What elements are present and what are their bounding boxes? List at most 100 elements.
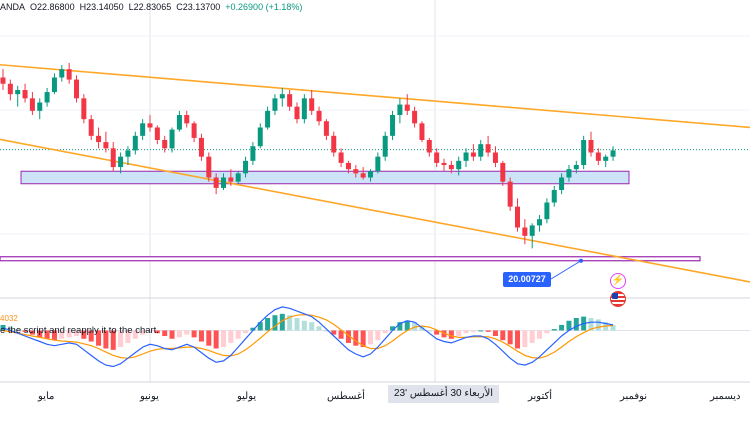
macd-histogram-bar bbox=[353, 330, 359, 346]
candle-body bbox=[29, 98, 35, 111]
x-label-october: أكتوبر bbox=[528, 391, 553, 402]
candle-body bbox=[7, 83, 13, 95]
candle-body bbox=[250, 146, 256, 161]
macd-histogram-bar bbox=[515, 330, 520, 349]
macd-histogram-bar bbox=[448, 330, 454, 339]
macd-histogram-bar bbox=[529, 330, 535, 343]
candle-body bbox=[198, 137, 204, 157]
candle-body bbox=[118, 156, 124, 168]
candle-body bbox=[81, 98, 87, 120]
macd-histogram-bar bbox=[228, 330, 234, 343]
x-label-august: أغسطس bbox=[327, 391, 365, 402]
macd-histogram-bar bbox=[544, 330, 550, 334]
candle-body bbox=[125, 150, 131, 157]
macd-signal-line bbox=[2, 314, 614, 359]
macd-histogram-bar bbox=[537, 330, 543, 339]
candle-body bbox=[390, 115, 396, 136]
x-label-june: يونيو bbox=[140, 391, 159, 402]
macd-histogram-bar bbox=[338, 330, 344, 339]
candle-body bbox=[581, 140, 587, 165]
candle-body bbox=[419, 123, 425, 140]
candle-body bbox=[338, 152, 344, 163]
candle-body bbox=[507, 181, 513, 207]
macd-histogram-bar bbox=[110, 330, 116, 350]
macd-histogram-bar bbox=[213, 330, 219, 349]
candle-body bbox=[603, 156, 609, 161]
candle-body bbox=[463, 152, 469, 161]
x-label-may: مايو bbox=[38, 391, 55, 402]
macd-histogram-bar bbox=[169, 330, 175, 339]
macd-histogram-bar bbox=[331, 330, 337, 335]
macd-histogram-bar bbox=[51, 330, 57, 341]
macd-histogram-bar bbox=[279, 313, 285, 331]
macd-histogram-bar bbox=[368, 330, 373, 345]
candle-body bbox=[485, 144, 491, 153]
macd-histogram-bar bbox=[7, 326, 13, 331]
candle-body bbox=[103, 142, 109, 149]
candle-body bbox=[257, 127, 263, 147]
macd-histogram-bar bbox=[132, 330, 138, 339]
macd-histogram-bar bbox=[198, 330, 204, 342]
candle-body bbox=[500, 162, 506, 182]
candle-body bbox=[213, 177, 219, 188]
macd-histogram-bar bbox=[309, 322, 315, 331]
macd-histogram-bar bbox=[507, 330, 513, 345]
candle-body bbox=[154, 127, 160, 140]
ohlc-header: ANDA O22.86800 H23.14050 L22.83065 C23.1… bbox=[0, 2, 302, 12]
candle-body bbox=[272, 98, 278, 111]
macd-histogram-bar bbox=[22, 330, 28, 332]
candle-body bbox=[206, 156, 212, 178]
macd-histogram-bar bbox=[456, 330, 462, 336]
candle-body bbox=[132, 135, 138, 151]
candle-body bbox=[88, 119, 94, 136]
macd-histogram-bar bbox=[37, 330, 43, 338]
candle-body bbox=[74, 79, 79, 99]
macd-histogram-bar bbox=[243, 330, 249, 334]
candle-body bbox=[162, 140, 168, 149]
macd-histogram-bar bbox=[397, 322, 403, 331]
candle-body bbox=[588, 140, 594, 153]
candle-body bbox=[426, 140, 432, 153]
price-badge-connector bbox=[550, 260, 582, 280]
us-flag-icon[interactable] bbox=[610, 291, 626, 307]
crosshair-date-label: الأربعاء 30 أغسطس '23 bbox=[388, 385, 500, 403]
macd-histogram-bar bbox=[265, 318, 271, 331]
ohlc-close: C23.13700 bbox=[176, 2, 221, 12]
candle-body bbox=[22, 90, 28, 99]
candle-body bbox=[404, 104, 410, 111]
macd-histogram-bar bbox=[595, 319, 601, 331]
indicator-tag: 4032 bbox=[0, 314, 18, 323]
candle-body bbox=[44, 92, 50, 103]
candle-body bbox=[0, 77, 6, 84]
candle-body bbox=[191, 123, 197, 138]
macd-histogram-bar bbox=[412, 322, 418, 331]
macd-histogram-bar bbox=[470, 330, 476, 332]
candle-body bbox=[110, 148, 116, 168]
macd-histogram-bar bbox=[96, 330, 102, 346]
candle-body bbox=[169, 129, 175, 149]
candle-body bbox=[265, 110, 271, 128]
macd-histogram-bar bbox=[118, 330, 124, 348]
candle-body bbox=[316, 110, 322, 122]
macd-line bbox=[2, 306, 614, 368]
candle-body bbox=[323, 121, 329, 136]
macd-histogram-bar bbox=[257, 322, 263, 331]
candle-body bbox=[279, 94, 285, 99]
candle-body bbox=[294, 106, 300, 120]
macd-histogram-bar bbox=[287, 315, 293, 331]
candle-body bbox=[382, 135, 388, 157]
macd-histogram-bar bbox=[154, 330, 160, 334]
macd-histogram-bar bbox=[103, 330, 109, 349]
candle-body bbox=[559, 177, 565, 190]
channel-lower-line bbox=[0, 138, 750, 283]
candle-body bbox=[522, 227, 528, 236]
candle-body bbox=[301, 98, 307, 120]
candle-body bbox=[37, 102, 43, 111]
candle-body bbox=[15, 90, 21, 95]
flash-icon[interactable]: ⚡ bbox=[610, 273, 626, 289]
macd-histogram-bar bbox=[404, 320, 410, 331]
macd-histogram-bar bbox=[566, 320, 572, 331]
candle-body bbox=[566, 169, 572, 178]
candle-body bbox=[492, 152, 498, 163]
